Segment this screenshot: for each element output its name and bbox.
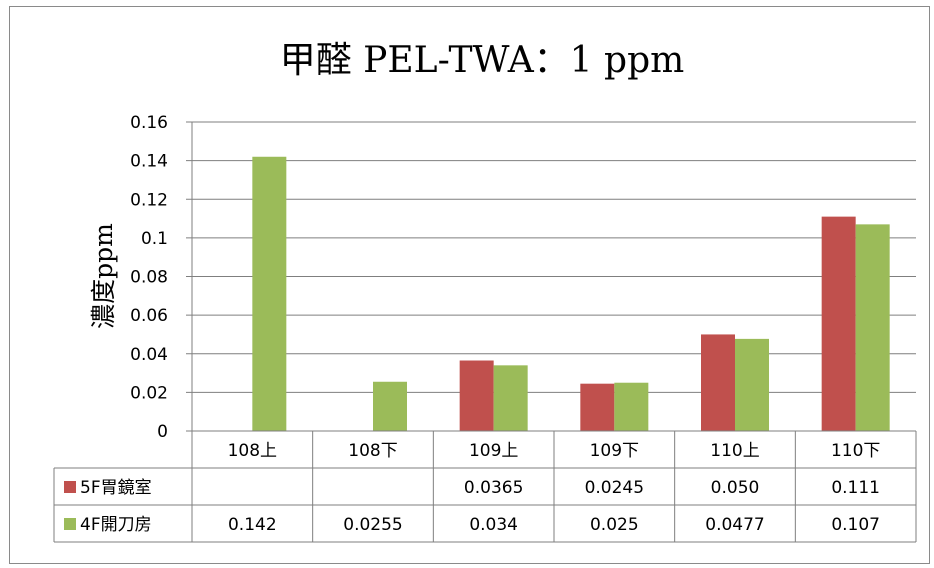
y-tick-label: 0.1 [141,229,168,249]
bar-5F胃鏡室-109上 [459,360,494,431]
data-table: 108上 108下 109上 109下 110上 110下 5F胃鏡室 0.0365 0.024… [53,430,917,543]
y-tick-label: 0.12 [130,190,168,210]
legend-key-4F開刀房 [64,518,76,530]
bar-layer [252,156,890,431]
data-cell: 0.111 [831,478,880,498]
y-tick-label: 0.06 [130,306,168,326]
data-cell: 0.0245 [585,478,644,498]
data-cell: 0.0255 [343,515,402,535]
y-tick-label: 0.16 [130,113,168,133]
legend-entry-4F開刀房: 4F開刀房 [80,515,152,535]
category-label: 109上 [469,441,518,461]
chart-title: 甲醛 PEL-TWA：1 ppm [280,40,685,81]
bar-4F開刀房-110上 [735,338,769,431]
data-cell: 0.142 [228,515,277,535]
data-cell: 0.025 [590,515,639,535]
bar-5F胃鏡室-110下 [821,216,856,431]
data-cell: 0.050 [711,478,760,498]
y-tick-label: 0 [157,422,168,442]
data-cell: 0.0365 [464,478,523,498]
bar-4F開刀房-108下 [373,381,407,431]
y-tick-label: 0.14 [130,152,168,172]
data-cell: 0.107 [831,515,880,535]
y-tick-label: 0.02 [130,383,168,403]
bar-4F開刀房-109上 [493,365,528,431]
bar-5F胃鏡室-110上 [701,334,735,431]
category-label: 110下 [831,441,880,461]
bar-4F開刀房-109下 [614,382,649,431]
bar-4F開刀房-110下 [855,224,890,431]
y-tick-label: 0.08 [130,268,168,288]
category-label: 109下 [590,441,639,461]
category-label: 108上 [228,441,277,461]
category-label: 108下 [348,441,397,461]
category-label: 110上 [710,441,759,461]
chart-frame [9,6,930,564]
bar-4F開刀房-108上 [252,156,287,431]
y-tick-label: 0.04 [130,345,168,365]
data-cell: 0.034 [469,515,518,535]
data-cell: 0.0477 [705,515,764,535]
bar-5F胃鏡室-109下 [580,383,615,431]
y-axis-label: 濃度ppm [89,223,118,329]
legend-entry-5F胃鏡室: 5F胃鏡室 [80,478,152,498]
legend-key-5F胃鏡室 [64,481,76,493]
